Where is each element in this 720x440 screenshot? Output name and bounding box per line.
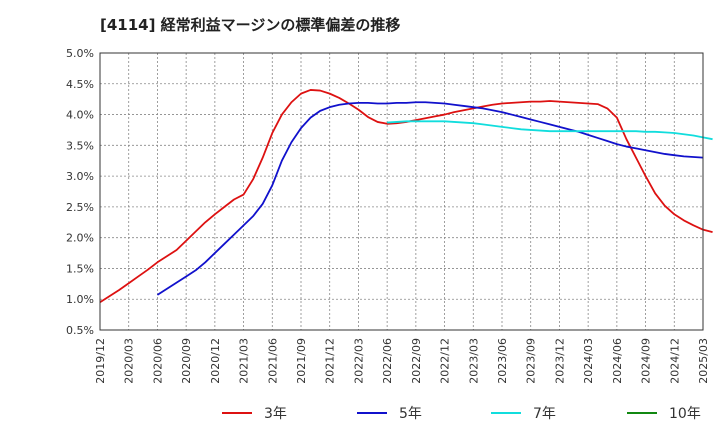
x-tick-label: 2021/09 xyxy=(295,338,308,384)
x-tick-label: 2022/06 xyxy=(381,338,394,384)
x-tick-label: 2021/03 xyxy=(238,338,251,384)
x-tick-label: 2025/03 xyxy=(697,338,710,384)
x-tick-label: 2020/03 xyxy=(123,338,136,384)
x-tick-label: 2022/12 xyxy=(439,338,452,384)
x-tick-label: 2020/06 xyxy=(151,338,164,384)
x-tick-label: 2023/06 xyxy=(496,338,509,384)
x-axis-ticks: 2019/12 2020/03 2020/06 2020/09 2020/12 2021/… xyxy=(94,338,710,384)
x-tick-label: 2022/09 xyxy=(410,338,423,384)
x-tick-label: 2024/12 xyxy=(668,338,681,384)
y-tick-label: 3.5% xyxy=(66,139,94,152)
x-tick-label: 2020/12 xyxy=(209,338,222,384)
series-line-2 xyxy=(387,120,713,141)
x-tick-label: 2023/12 xyxy=(553,338,566,384)
x-tick-label: 2024/06 xyxy=(611,338,624,384)
y-tick-label: 1.0% xyxy=(66,293,94,306)
y-tick-label: 3.0% xyxy=(66,170,94,183)
legend-label-0: 3年 xyxy=(264,406,287,422)
x-tick-label: 2023/09 xyxy=(525,338,538,384)
chart-title: [4114] 経常利益マージンの標準偏差の推移 xyxy=(100,16,401,34)
x-tick-label: 2022/03 xyxy=(352,338,365,384)
x-tick-label: 2023/03 xyxy=(467,338,480,384)
y-tick-label: 2.0% xyxy=(66,232,94,245)
y-tick-label: 0.5% xyxy=(66,324,94,337)
legend-label-1: 5年 xyxy=(399,406,422,422)
y-axis-ticks: 0.5% 1.0% 1.5% 2.0% 2.5% 3.0% 3.5% 4.0% 4.5% 5.0% xyxy=(66,47,94,337)
legend: 3年 5年 7年 10年 xyxy=(222,406,701,422)
series-line-1 xyxy=(156,101,704,296)
y-tick-label: 4.0% xyxy=(66,109,94,122)
y-tick-label: 5.0% xyxy=(66,47,94,60)
x-tick-label: 2024/03 xyxy=(582,338,595,384)
x-tick-label: 2024/09 xyxy=(640,338,653,384)
x-tick-label: 2021/06 xyxy=(266,338,279,384)
y-tick-label: 2.5% xyxy=(66,201,94,214)
y-tick-label: 4.5% xyxy=(66,78,94,91)
grid-layer xyxy=(99,52,704,331)
series-layer xyxy=(99,89,713,304)
x-tick-label: 2020/09 xyxy=(180,338,193,384)
legend-label-3: 10年 xyxy=(669,406,701,422)
legend-label-2: 7年 xyxy=(533,406,556,422)
x-tick-label: 2019/12 xyxy=(94,338,107,384)
x-tick-label: 2021/12 xyxy=(324,338,337,384)
plot-border xyxy=(99,52,704,331)
y-tick-label: 1.5% xyxy=(66,262,94,275)
